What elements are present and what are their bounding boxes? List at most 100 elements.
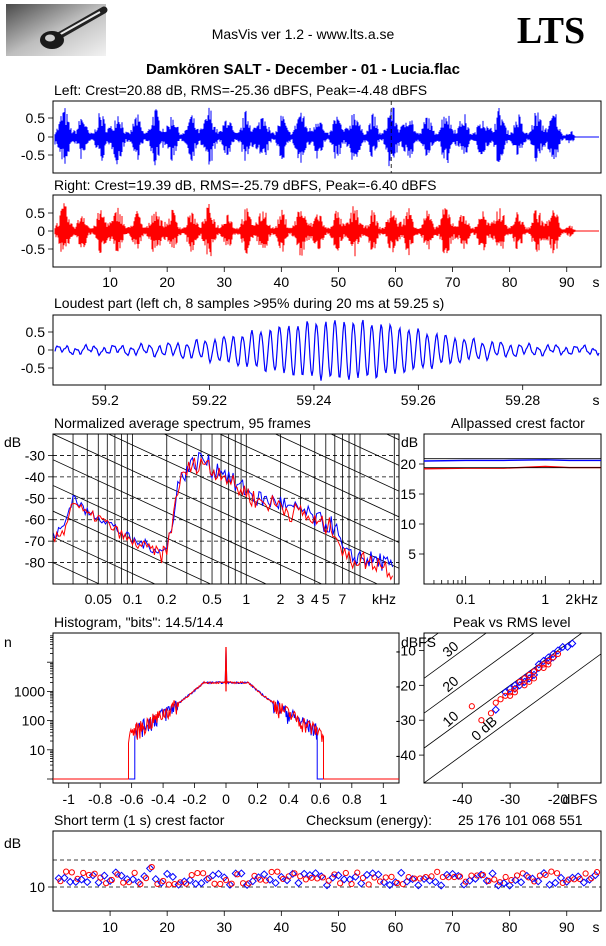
x-tick-label: 80 xyxy=(502,274,518,290)
mic-logo-image xyxy=(6,4,108,56)
st-point-left xyxy=(237,869,246,878)
st-point-left xyxy=(140,872,149,881)
pvr-point-right xyxy=(540,664,547,671)
x-tick-label: 4 xyxy=(311,591,319,607)
y-tick-label: 1000 xyxy=(14,683,45,699)
x-tick-label: 20 xyxy=(159,274,175,290)
st-point-right xyxy=(91,870,98,877)
st-point-right xyxy=(593,869,601,876)
slope-grid-line xyxy=(53,434,379,584)
st-point-left xyxy=(277,872,286,882)
pvr-point-right xyxy=(516,678,523,685)
pvr-point-right xyxy=(492,699,499,706)
st-point-right xyxy=(63,868,70,875)
pvr-xlabel: dBFS xyxy=(562,791,597,807)
st-point-left xyxy=(311,869,320,878)
slope-grid-line xyxy=(218,434,399,518)
checksum-label: Checksum (energy): xyxy=(306,812,432,828)
st-point-left xyxy=(208,871,217,880)
y-tick-label: -30 xyxy=(25,447,45,463)
st-point-right xyxy=(588,875,595,882)
crest-line-label: 30 xyxy=(439,638,461,660)
left-ytick-label: 0 xyxy=(37,129,45,145)
st-point-right xyxy=(342,869,349,877)
st-point-left xyxy=(379,878,389,887)
st-point-left xyxy=(328,873,337,882)
app-title: MasVis ver 1.2 - www.lts.a.se xyxy=(212,26,395,42)
st-point-right xyxy=(125,878,133,886)
peak-vs-rms-xticks: -40 -30 -20 xyxy=(452,783,568,807)
spec-xunit-label: kHz xyxy=(372,591,396,607)
st-point-right xyxy=(508,877,515,884)
st-point-left xyxy=(111,868,120,877)
st-point-right xyxy=(513,872,521,879)
st-point-right xyxy=(542,871,549,879)
st-point-left xyxy=(568,873,577,882)
st-point-left xyxy=(340,875,349,884)
st-point-left xyxy=(414,881,423,890)
x-tick-label: 50 xyxy=(331,919,347,935)
pvr-point-right xyxy=(545,661,552,668)
left-waveform-title: Left: Crest=20.88 dB, RMS=-25.36 dBFS, P… xyxy=(54,82,427,98)
slope-grid-line xyxy=(274,434,399,492)
st-point-left xyxy=(94,878,103,887)
st-point-left xyxy=(157,878,166,887)
allpassed-crest-series xyxy=(424,458,601,470)
y-tick-label: 15 xyxy=(400,486,416,502)
pvr-point-right xyxy=(521,682,528,689)
st-point-right xyxy=(376,878,384,885)
avg-spectrum-title: Normalized average spectrum, 95 frames xyxy=(54,415,311,431)
short-term-crest-points xyxy=(54,863,601,890)
st-point-right xyxy=(222,876,230,884)
pvr-point-right xyxy=(507,692,514,699)
loud-xunit-label: s xyxy=(593,392,600,408)
st-point-right xyxy=(411,875,418,882)
st-point-left xyxy=(528,874,537,883)
st-point-right xyxy=(559,879,566,887)
st-point-right xyxy=(114,871,121,878)
pvr-point-right xyxy=(530,668,538,675)
y-tick-label: -10 xyxy=(396,642,416,658)
allpassed-crest-yticks: 20 15 10 5 xyxy=(400,456,424,562)
x-tick-label: 0.4 xyxy=(279,791,299,807)
st-point-right xyxy=(548,868,555,875)
peak-vs-rms-points xyxy=(468,639,577,724)
left-waveform-ticks: 0.5 0 -0.5 xyxy=(21,110,53,163)
loudest-part-panel: Loudest part (left ch, 8 samples >95% du… xyxy=(21,295,602,408)
peak-vs-rms-yticks: -10 -20 -30 -40 xyxy=(396,642,424,763)
pvr-point-right xyxy=(526,671,533,678)
peak-vs-rms-frame xyxy=(423,632,602,784)
st-point-left xyxy=(357,879,366,888)
st-point-right xyxy=(474,872,481,879)
st-point-right xyxy=(291,870,298,877)
crest-line xyxy=(424,633,487,679)
st-point-left xyxy=(465,876,474,885)
x-tick-label: 0.8 xyxy=(342,791,362,807)
st-point-left xyxy=(100,871,109,880)
x-tick-label: 70 xyxy=(445,919,461,935)
x-tick-label: 60 xyxy=(388,274,404,290)
st-point-left xyxy=(488,869,497,878)
st-point-right xyxy=(354,869,361,876)
st-point-right xyxy=(131,869,138,877)
y-tick-label: -40 xyxy=(396,747,416,763)
st-point-right xyxy=(531,878,538,885)
st-point-right xyxy=(165,881,172,888)
y-tick-label: -40 xyxy=(25,469,45,485)
loud-ytick-label: 0.5 xyxy=(26,324,46,340)
x-tick-label: 0 xyxy=(222,791,230,807)
x-tick-label: 40 xyxy=(274,919,290,935)
pvr-point-right xyxy=(526,678,533,685)
short-term-crest-frame xyxy=(52,830,602,912)
st-point-right xyxy=(479,871,486,879)
loud-ytick-label: -0.5 xyxy=(21,360,45,376)
x-tick-label: 59.24 xyxy=(296,392,331,408)
crest-line xyxy=(424,653,601,783)
st-point-left xyxy=(471,874,480,883)
x-tick-label: 5 xyxy=(322,591,330,607)
pvr-point-right xyxy=(497,696,504,703)
x-tick-label: 80 xyxy=(502,919,518,935)
st-point-right xyxy=(257,876,264,883)
st-xunit-label: s xyxy=(593,919,600,935)
